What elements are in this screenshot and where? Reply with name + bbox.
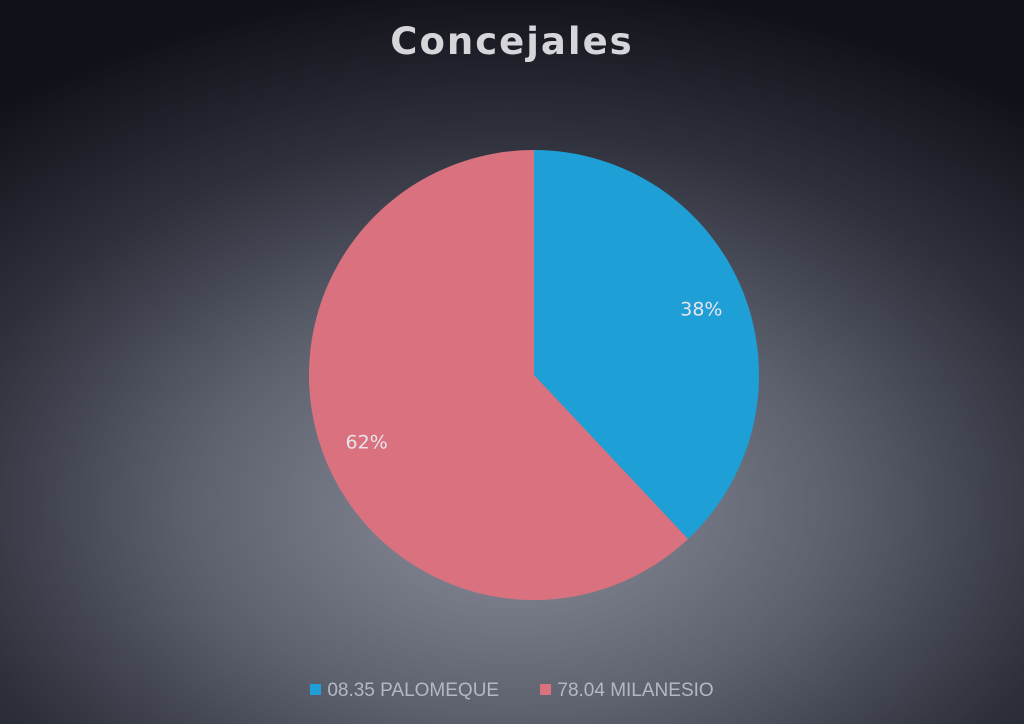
- legend-label-palomeque: 08.35 PALOMEQUE: [327, 680, 500, 701]
- pie-slices: [309, 150, 759, 600]
- legend-item-milanesio[interactable]: 78.04 MILANESIO: [540, 680, 714, 702]
- legend-label-milanesio: 78.04 MILANESIO: [557, 680, 714, 701]
- chart-title: Concejales: [390, 20, 634, 63]
- legend-swatch-palomeque: [310, 684, 322, 695]
- legend-swatch-milanesio: [540, 684, 552, 695]
- pie-slice-0[interactable]: [534, 150, 759, 540]
- pie-slice-label-1: 62%: [346, 431, 388, 453]
- pie-slice-label-0: 38%: [680, 299, 722, 321]
- pie-labels: 38% 62%: [346, 299, 723, 454]
- legend: 08.35 PALOMEQUE 78.04 MILANESIO: [0, 680, 1024, 702]
- pie-slice-1[interactable]: [309, 150, 689, 600]
- legend-item-palomeque[interactable]: 08.35 PALOMEQUE: [310, 680, 499, 702]
